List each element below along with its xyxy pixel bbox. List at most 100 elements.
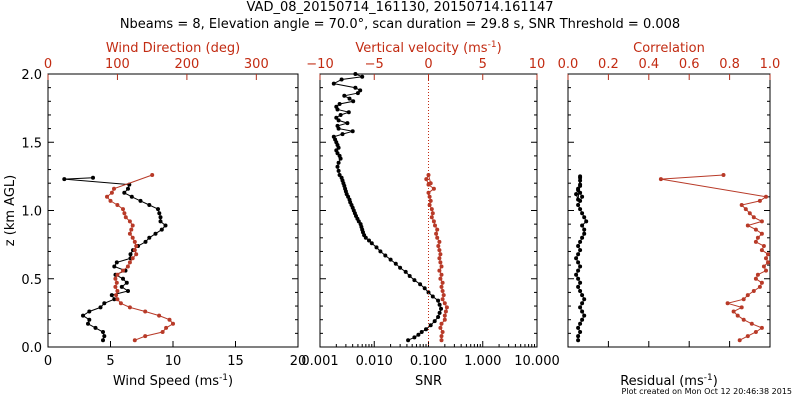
residual-red-series-point: [739, 305, 744, 310]
wind-x-tick-label: 5: [106, 354, 114, 369]
snr-black-series-point: [346, 110, 351, 115]
snr-black-series-point: [360, 74, 365, 79]
wind-red-series-point: [118, 301, 123, 306]
snr-black-series-point: [437, 302, 442, 307]
wind-red-series-point: [123, 215, 128, 220]
snr-red-series-point: [439, 272, 444, 277]
snr-black-series-point: [378, 249, 383, 254]
wind-red-series-point: [130, 235, 135, 240]
residual-red-series-point: [757, 198, 762, 203]
wind-top-tick-label: 100: [105, 57, 130, 72]
wind-red-series-point: [105, 194, 109, 199]
residual-red-series-point: [757, 284, 762, 289]
residual-top-tick-label: 0.2: [598, 57, 619, 72]
wind-black-series-point: [158, 219, 163, 224]
residual-red-series-line: [660, 174, 769, 341]
snr-x-axis-label: SNR: [415, 374, 442, 389]
wind-y-axis-label: z (km AGL): [3, 175, 18, 246]
snr-red-series-point: [426, 173, 431, 177]
residual-red-series-point: [737, 338, 742, 343]
wind-black-series-point: [129, 194, 134, 199]
snr-red-series-point: [431, 219, 436, 224]
snr-top-tick-label: −10: [306, 57, 333, 72]
snr-black-series-point: [393, 261, 398, 266]
wind-red-series-point: [127, 260, 132, 265]
wind-black-series-point: [156, 207, 160, 212]
wind-black-series-point: [93, 325, 98, 330]
snr-black-series-point: [345, 121, 350, 126]
wind-red-series-point: [134, 244, 139, 248]
wind-y-tick-label: 0.5: [21, 273, 42, 288]
wind-red-series-point: [167, 317, 172, 322]
wind-x-tick-label: 15: [227, 354, 244, 369]
wind-red-series-point: [115, 297, 120, 302]
wind-red-series-point: [150, 173, 155, 177]
snr-red-series-point: [434, 231, 439, 236]
snr-red-series-point: [440, 280, 445, 285]
snr-red-series-point: [427, 194, 432, 199]
wind-black-series-point: [98, 305, 103, 310]
snr-x-tick-label: 10.000: [514, 354, 560, 369]
wind-black-series-point: [101, 330, 105, 334]
snr-black-series-point: [334, 115, 339, 120]
snr-black-series-point: [339, 77, 344, 82]
residual-red-series-point: [759, 231, 764, 236]
wind-red-series-point: [127, 231, 132, 236]
residual-red-series-point: [745, 293, 750, 298]
snr-red-series-point: [441, 293, 446, 298]
residual-panel-frame: [567, 73, 771, 348]
wind-red-series-point: [122, 211, 127, 216]
snr-black-series-point: [367, 238, 371, 243]
wind-black-series-point: [153, 231, 158, 236]
residual-black-series-point: [582, 231, 587, 236]
snr-black-series-point: [422, 286, 427, 291]
wind-black-series-point: [87, 309, 92, 314]
snr-black-series-point: [347, 96, 352, 101]
residual-black-series-point: [580, 223, 585, 228]
residual-black-series-point: [580, 317, 585, 322]
wind-black-series-point: [147, 235, 152, 240]
snr-black-series-point: [407, 274, 412, 278]
residual-black-series-point: [580, 235, 585, 240]
residual-red-series-point: [766, 252, 770, 257]
snr-black-series-point: [436, 315, 441, 319]
residual-black-series-point: [578, 305, 583, 310]
wind-top-tick-label: 200: [174, 57, 199, 72]
wind-y-tick-label: 1.5: [21, 136, 42, 151]
residual-black-series-point: [578, 183, 583, 188]
snr-x-tick-label: 0.010: [356, 354, 393, 369]
residual-black-series-point: [580, 309, 585, 314]
wind-black-series-point: [122, 190, 127, 195]
snr-black-series-point: [437, 310, 442, 315]
residual-red-series-point: [759, 248, 764, 253]
residual-black-series-point: [578, 175, 583, 180]
snr-red-series-point: [440, 289, 445, 293]
wind-red-series-point: [143, 309, 148, 314]
snr-black-series-point: [342, 93, 347, 98]
residual-red-series-point: [741, 297, 746, 302]
residual-black-series-point: [576, 197, 581, 202]
residual-black-series-point: [576, 252, 581, 257]
residual-black-series-point: [574, 192, 579, 197]
residual-black-series-point: [580, 293, 585, 298]
snr-black-series-point: [418, 282, 423, 287]
residual-red-series-point: [745, 334, 750, 339]
wind-black-series-point: [101, 338, 105, 343]
residual-red-series-point: [739, 203, 744, 207]
snr-black-series-point: [403, 269, 408, 274]
snr-red-series-point: [428, 181, 433, 186]
wind-red-series-point: [134, 252, 139, 257]
wind-red-series-point: [164, 325, 169, 330]
wind-red-series-point: [115, 272, 120, 277]
residual-red-series-point: [745, 223, 750, 228]
snr-black-series-point: [424, 327, 428, 332]
wind-black-series-point: [102, 301, 107, 306]
snr-top-tick-label: 10: [529, 57, 546, 72]
wind-red-series-point: [132, 248, 137, 253]
snr-red-series-point: [439, 264, 444, 269]
residual-red-series-point: [764, 256, 768, 261]
wind-black-series-point: [124, 280, 129, 285]
wind-black-series-line: [64, 177, 167, 341]
residual-red-series-point: [759, 219, 764, 224]
